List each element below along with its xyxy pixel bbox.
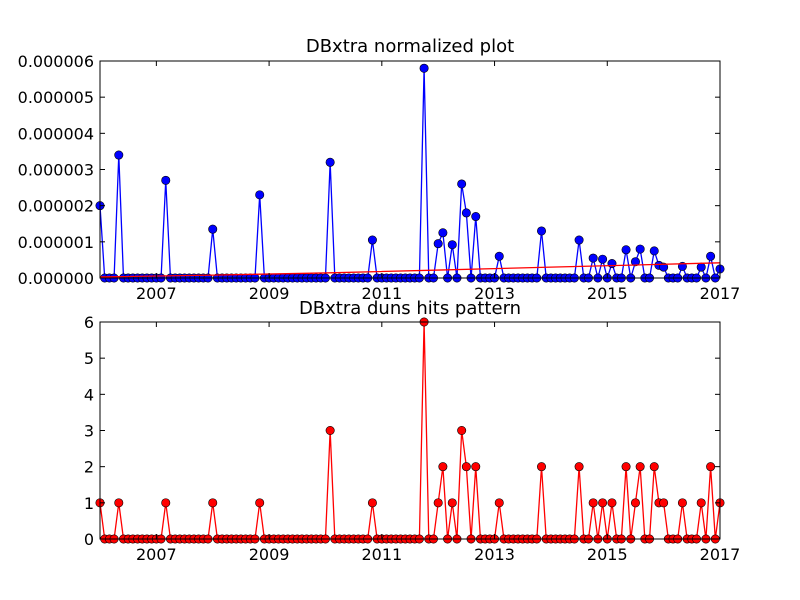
- x-tick-label: 2007: [136, 545, 177, 564]
- data-point: [607, 498, 617, 508]
- y-tick-label: 0.000005: [18, 88, 94, 107]
- data-point: [433, 498, 443, 508]
- data-point: [161, 498, 171, 508]
- data-point: [367, 498, 377, 508]
- chart-duns-hits: DBxtra duns hits pattern 2007 2009 2011 201…: [84, 298, 741, 564]
- data-point: [161, 175, 171, 185]
- data-point: [438, 228, 448, 238]
- series-line: [99, 321, 721, 540]
- data-point: [696, 498, 706, 508]
- data-point: [208, 224, 218, 234]
- data-point: [630, 498, 640, 508]
- data-point: [696, 262, 706, 272]
- series-layer: [95, 63, 725, 283]
- y-tick-label: 0.000006: [18, 52, 94, 71]
- data-point: [598, 254, 608, 264]
- data-point: [255, 190, 265, 200]
- chart-normalized-plot: DBxtra normalized plot 2007 2009 2011 2013 2…: [18, 36, 741, 303]
- y-tick-label: 0: [84, 530, 94, 549]
- data-point: [635, 244, 645, 254]
- x-tick-label: 2013: [474, 545, 515, 564]
- data-point: [574, 462, 584, 472]
- data-point: [447, 240, 457, 250]
- data-point: [537, 226, 547, 236]
- x-tick-label: 2017: [700, 284, 741, 303]
- y-tick-label: 1: [84, 494, 94, 513]
- data-point: [325, 157, 335, 167]
- y-tick-label: 0.000003: [18, 161, 94, 180]
- x-tick-label: 2015: [587, 284, 628, 303]
- data-point: [621, 462, 631, 472]
- y-tick-label: 0.000004: [18, 124, 94, 143]
- y-tick-label: 2: [84, 458, 94, 477]
- x-tick-label: 2013: [474, 284, 515, 303]
- data-point: [574, 235, 584, 245]
- data-point: [607, 259, 617, 269]
- data-point: [208, 498, 218, 508]
- data-point: [659, 498, 669, 508]
- data-point: [461, 208, 471, 218]
- data-point: [325, 425, 335, 435]
- data-point: [367, 235, 377, 245]
- x-tick-label: 2009: [249, 545, 290, 564]
- data-point: [677, 498, 687, 508]
- data-point: [471, 462, 481, 472]
- x-tick-label: 2011: [361, 545, 402, 564]
- data-point: [588, 498, 598, 508]
- data-point: [494, 251, 504, 261]
- data-point: [457, 179, 467, 189]
- data-point: [114, 150, 124, 160]
- y-tick-label: 5: [84, 349, 94, 368]
- x-tick-label: 2015: [587, 545, 628, 564]
- data-point: [588, 253, 598, 263]
- series-layer: [95, 317, 725, 544]
- data-point: [630, 257, 640, 267]
- tick-layer: 2007 2009 2011 2013 2015 2017 0.000000 0.000001…: [18, 52, 741, 303]
- data-point: [706, 462, 716, 472]
- data-point: [537, 462, 547, 472]
- data-point: [438, 462, 448, 472]
- y-tick-label: 3: [84, 422, 94, 441]
- data-point: [649, 246, 659, 256]
- data-point: [635, 462, 645, 472]
- chart-title: DBxtra normalized plot: [306, 36, 514, 57]
- data-point: [255, 498, 265, 508]
- y-tick-label: 0.000000: [18, 269, 94, 288]
- x-tick-label: 2017: [700, 545, 741, 564]
- data-point: [494, 498, 504, 508]
- y-tick-label: 4: [84, 385, 94, 404]
- data-point: [598, 498, 608, 508]
- x-tick-label: 2011: [361, 284, 402, 303]
- data-point: [457, 425, 467, 435]
- tick-layer: 2007 2009 2011 2013 2015 2017 0 1 2 3 4 5 6: [84, 313, 741, 564]
- data-point: [419, 63, 429, 73]
- x-tick-label: 2009: [249, 284, 290, 303]
- y-tick-label: 6: [84, 313, 94, 332]
- data-point: [114, 498, 124, 508]
- y-tick-label: 0.000001: [18, 233, 94, 252]
- data-point: [471, 212, 481, 222]
- x-tick-label: 2007: [136, 284, 177, 303]
- data-point: [706, 251, 716, 261]
- data-point: [659, 262, 669, 272]
- data-point: [649, 462, 659, 472]
- data-point: [621, 245, 631, 255]
- chart-title: DBxtra duns hits pattern: [299, 298, 521, 319]
- data-point: [433, 239, 443, 249]
- data-point: [447, 498, 457, 508]
- data-point: [461, 462, 471, 472]
- plot-frame: [99, 321, 721, 540]
- y-tick-label: 0.000002: [18, 197, 94, 216]
- series-line: [99, 262, 721, 278]
